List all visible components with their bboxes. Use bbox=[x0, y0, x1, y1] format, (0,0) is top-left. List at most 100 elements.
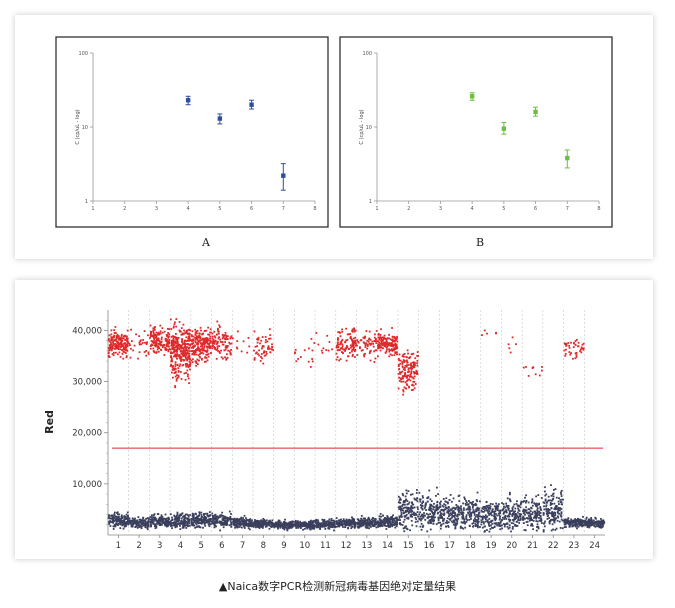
negative-droplet bbox=[313, 524, 316, 526]
positive-droplet bbox=[404, 369, 406, 372]
negative-droplet bbox=[111, 521, 114, 524]
positive-droplet bbox=[153, 333, 156, 336]
negative-droplet bbox=[127, 523, 130, 526]
positive-droplet bbox=[194, 328, 197, 331]
negative-droplet bbox=[132, 523, 134, 526]
negative-droplet bbox=[481, 516, 484, 519]
negative-droplet bbox=[435, 508, 438, 510]
negative-droplet bbox=[433, 511, 436, 514]
positive-droplet bbox=[385, 350, 388, 353]
negative-droplet bbox=[372, 519, 374, 522]
negative-droplet bbox=[536, 502, 538, 505]
negative-droplet bbox=[174, 515, 177, 518]
negative-droplet bbox=[306, 525, 309, 528]
negative-droplet bbox=[442, 513, 445, 516]
positive-droplet bbox=[405, 360, 408, 362]
positive-droplet bbox=[383, 341, 386, 344]
negative-droplet bbox=[156, 513, 159, 515]
positive-droplet bbox=[261, 345, 264, 348]
negative-droplet bbox=[445, 497, 448, 500]
negative-droplet bbox=[472, 503, 475, 506]
negative-droplet bbox=[176, 522, 179, 525]
positive-droplet bbox=[155, 341, 158, 344]
negative-droplet bbox=[517, 517, 520, 520]
positive-droplet bbox=[416, 371, 418, 373]
negative-droplet bbox=[462, 517, 465, 520]
negative-droplet bbox=[569, 520, 572, 523]
positive-droplet bbox=[267, 348, 270, 350]
negative-droplet bbox=[170, 525, 172, 527]
negative-droplet bbox=[227, 519, 229, 522]
positive-droplet bbox=[266, 340, 269, 343]
negative-droplet bbox=[259, 524, 262, 527]
positive-droplet bbox=[204, 338, 207, 341]
negative-droplet bbox=[161, 515, 164, 518]
positive-droplet bbox=[414, 383, 417, 385]
negative-droplet bbox=[579, 522, 582, 525]
positive-droplet bbox=[211, 345, 214, 348]
negative-droplet bbox=[510, 530, 512, 533]
negative-droplet bbox=[472, 505, 474, 508]
negative-droplet bbox=[560, 515, 563, 518]
positive-droplet bbox=[354, 336, 357, 339]
negative-droplet bbox=[493, 522, 496, 525]
negative-droplet bbox=[421, 504, 423, 507]
positive-droplet bbox=[182, 349, 185, 352]
positive-droplet bbox=[192, 338, 195, 341]
data-point-a-3 bbox=[249, 102, 254, 107]
negative-droplet bbox=[508, 515, 511, 518]
positive-droplet bbox=[176, 340, 179, 342]
negative-droplet bbox=[439, 513, 442, 516]
negative-droplet bbox=[249, 522, 252, 525]
negative-droplet bbox=[160, 518, 163, 521]
negative-droplet bbox=[540, 497, 543, 499]
positive-droplet bbox=[354, 329, 357, 332]
negative-droplet bbox=[560, 491, 562, 494]
positive-droplet bbox=[186, 349, 188, 352]
negative-droplet bbox=[259, 523, 262, 526]
positive-droplet bbox=[563, 349, 566, 352]
positive-droplet bbox=[209, 352, 212, 355]
negative-droplet bbox=[446, 517, 449, 520]
positive-droplet bbox=[230, 335, 233, 338]
positive-droplet bbox=[115, 336, 118, 339]
negative-droplet bbox=[292, 523, 294, 526]
negative-droplet bbox=[508, 511, 511, 514]
positive-droplet bbox=[191, 335, 193, 338]
negative-droplet bbox=[131, 525, 134, 527]
negative-droplet bbox=[473, 512, 476, 515]
negative-droplet bbox=[553, 521, 556, 524]
negative-droplet bbox=[440, 500, 442, 503]
positive-droplet bbox=[174, 332, 177, 335]
negative-droplet bbox=[262, 519, 264, 522]
data-point-b-1 bbox=[469, 94, 475, 99]
negative-droplet bbox=[321, 525, 323, 527]
positive-droplet bbox=[184, 344, 187, 347]
negative-droplet bbox=[504, 523, 507, 526]
negative-droplet bbox=[115, 519, 118, 521]
negative-droplet bbox=[298, 525, 301, 527]
negative-droplet bbox=[123, 515, 126, 517]
positive-droplet bbox=[188, 346, 190, 349]
negative-droplet bbox=[546, 515, 549, 518]
well-8-droplets bbox=[252, 328, 274, 530]
positive-droplet bbox=[188, 340, 190, 342]
positive-droplet bbox=[195, 332, 198, 335]
negative-droplet bbox=[154, 523, 157, 526]
positive-droplet bbox=[114, 346, 117, 348]
x-tick-label-well: 5 bbox=[198, 541, 203, 551]
negative-droplet bbox=[182, 524, 184, 527]
positive-droplet bbox=[411, 365, 414, 368]
negative-droplet bbox=[501, 524, 503, 527]
negative-droplet bbox=[144, 519, 147, 522]
negative-droplet bbox=[565, 526, 567, 528]
negative-droplet bbox=[515, 503, 518, 505]
positive-droplet bbox=[222, 334, 225, 337]
positive-droplet bbox=[187, 347, 190, 350]
negative-droplet bbox=[402, 507, 405, 510]
negative-droplet bbox=[199, 519, 201, 521]
positive-droplet bbox=[408, 370, 411, 373]
negative-droplet bbox=[146, 527, 149, 529]
positive-droplet bbox=[201, 357, 203, 360]
positive-droplet bbox=[366, 339, 369, 342]
